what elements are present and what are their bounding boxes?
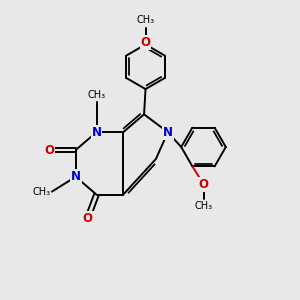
- Text: O: O: [199, 178, 208, 191]
- Text: N: N: [163, 126, 173, 139]
- Text: O: O: [44, 143, 54, 157]
- Text: N: N: [92, 126, 101, 139]
- Text: CH₃: CH₃: [194, 201, 213, 212]
- Text: CH₃: CH₃: [32, 187, 50, 196]
- Text: O: O: [82, 212, 93, 225]
- Text: O: O: [140, 36, 151, 49]
- Text: N: N: [71, 170, 81, 183]
- Text: CH₃: CH₃: [136, 15, 154, 25]
- Text: CH₃: CH₃: [87, 90, 106, 100]
